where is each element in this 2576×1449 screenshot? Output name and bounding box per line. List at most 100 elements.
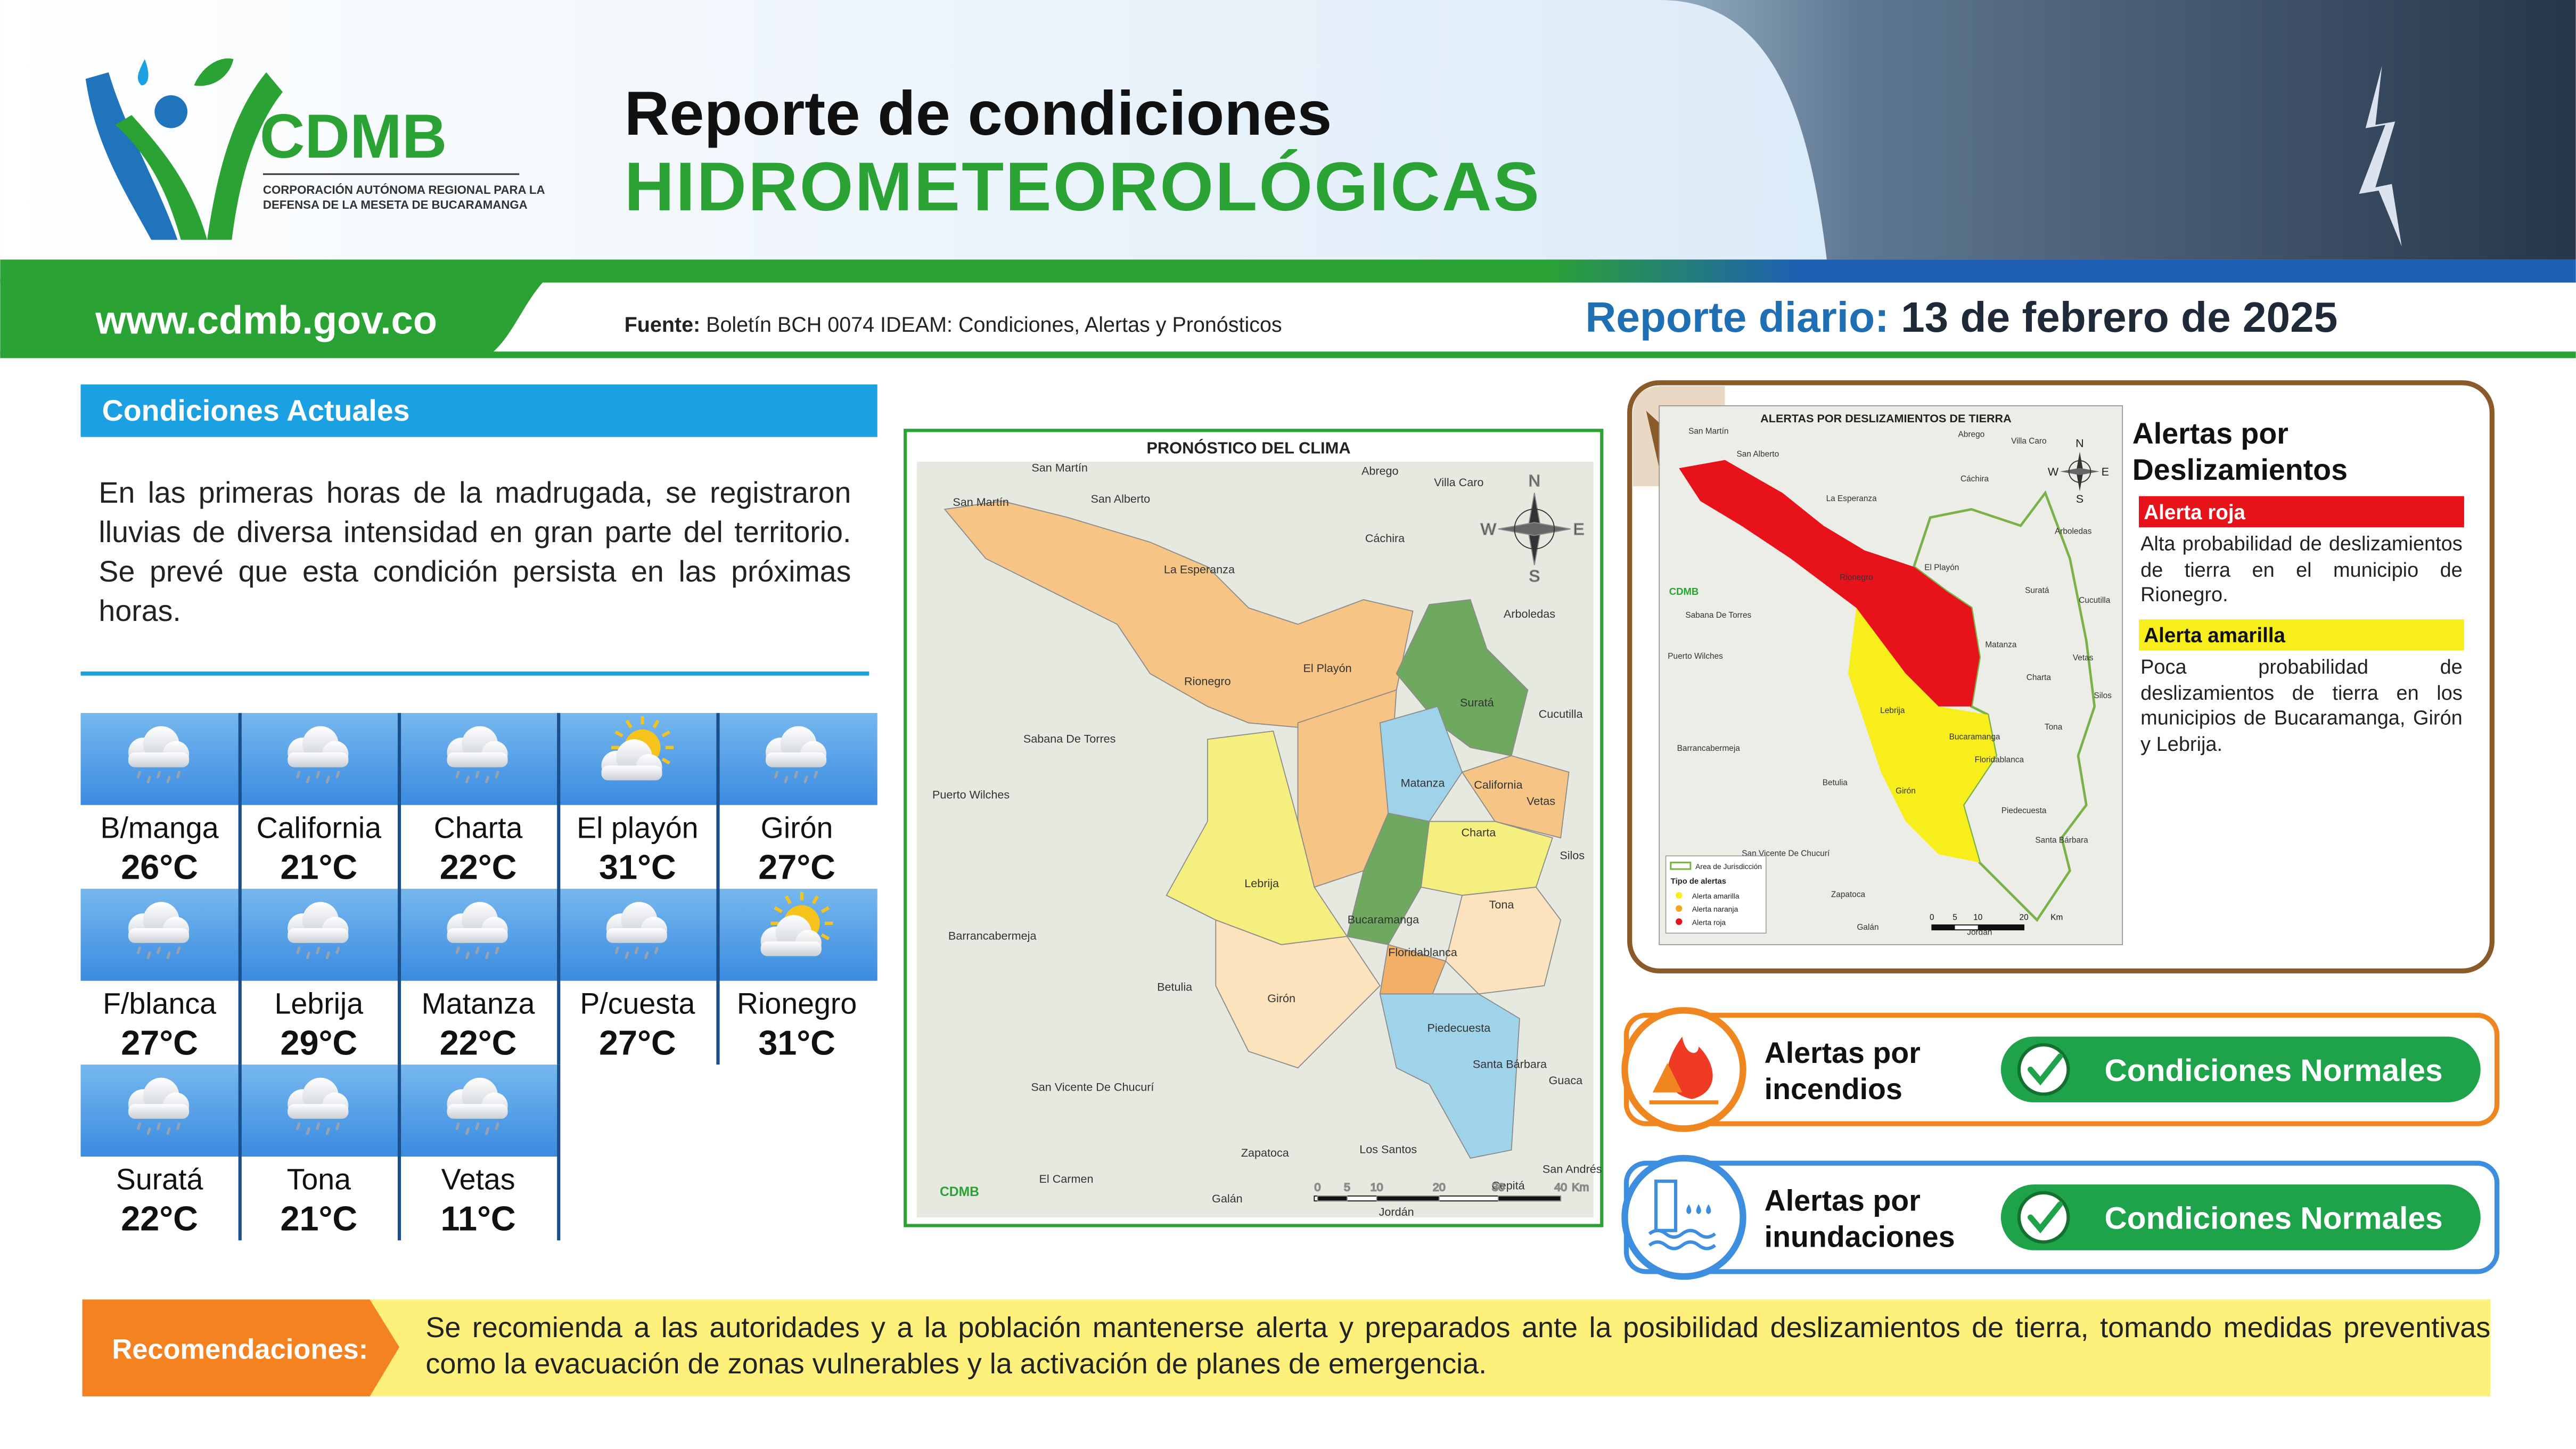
- place-label: Bucaramanga: [1348, 913, 1419, 926]
- place-label: Betulia: [1157, 980, 1192, 993]
- region: [1379, 993, 1520, 1159]
- scale-segment: [1497, 1195, 1562, 1202]
- alert-text-box: Alta probabilidad de deslizamientos de t…: [2140, 533, 2463, 607]
- place-label: Charta: [2027, 673, 2052, 682]
- rain-drop: [137, 1122, 142, 1130]
- compass-letter: E: [2102, 465, 2109, 478]
- check-circle: [2017, 1043, 2070, 1096]
- logo-head: [154, 95, 188, 128]
- place-label: San Martín: [1031, 461, 1088, 474]
- forecast-cell: Lebrija 29°C: [238, 889, 399, 1065]
- rain-drop: [475, 771, 480, 779]
- rain-drop: [335, 1122, 340, 1130]
- city-name: Matanza: [422, 987, 535, 1020]
- scale-label: 10: [1371, 1181, 1383, 1194]
- place-label: La Esperanza: [1826, 494, 1877, 503]
- rain-drop: [485, 775, 490, 783]
- conditions-title: Condiciones Actuales: [102, 394, 410, 427]
- place-label: San Martín: [953, 495, 1009, 509]
- website: www.cdmb.gov.co: [95, 298, 437, 342]
- place-label: California: [1474, 778, 1522, 791]
- subtitle: HIDROMETEOROLÓGICAS: [625, 149, 1541, 225]
- place-label: Girón: [1267, 992, 1295, 1005]
- place-label: Barrancabermeja: [1677, 744, 1741, 753]
- alert-status: Condiciones Normales: [2104, 1053, 2442, 1088]
- recommendations-label: Recomendaciones:: [112, 1334, 368, 1365]
- status-pill: [2000, 1036, 2481, 1103]
- rain-drop: [306, 775, 310, 783]
- place-label: Betulia: [1823, 779, 1848, 788]
- rain-drop: [146, 775, 151, 783]
- legend-dot: [1676, 892, 1683, 899]
- logo-shape: [207, 72, 283, 240]
- cloud-part: [128, 1104, 190, 1119]
- building: [1654, 1180, 1678, 1232]
- place-label: Cepitá: [1491, 1179, 1524, 1192]
- logo-shape: [115, 114, 208, 240]
- compass-ring: [1514, 509, 1555, 550]
- sun-ray: [614, 730, 624, 738]
- rain-drop: [614, 946, 619, 954]
- header-line: [0, 351, 2576, 358]
- place-label: Santa Bárbara: [1473, 1057, 1547, 1070]
- rain-drop: [455, 946, 460, 954]
- city-name: P/cuesta: [580, 987, 695, 1020]
- place-label: Villa Caro: [2011, 437, 2047, 446]
- temperature: 22°C: [121, 1199, 198, 1238]
- city-name: Tona: [287, 1163, 351, 1196]
- place-label: Galán: [1212, 1192, 1243, 1205]
- scale-label: 0: [1930, 913, 1934, 922]
- wave: [1648, 1229, 1717, 1239]
- alert-level-bar: [2139, 619, 2464, 651]
- city-name: California: [257, 811, 382, 844]
- city-name: Lebrija: [275, 987, 364, 1020]
- rain-drop: [475, 1122, 480, 1130]
- city-name: Rionegro: [737, 987, 857, 1020]
- place-label: Guaca: [1549, 1074, 1583, 1087]
- logo: CDMB CORPORACIÓN AUTÓNOMA REGIONAL PARA …: [85, 58, 545, 240]
- title: Reporte de condiciones: [625, 78, 1332, 148]
- place-label: Villa Caro: [1434, 476, 1483, 489]
- map-logo: CDMB: [1669, 586, 1699, 597]
- source: Fuente: Boletín BCH 0074 IDEAM: Condicio…: [625, 313, 1282, 337]
- scale-segment: [1978, 924, 2024, 930]
- temperature: 27°C: [758, 847, 835, 886]
- legend-dot: [1676, 905, 1683, 912]
- red-zone: [1679, 460, 1980, 707]
- status-pill: [2000, 1184, 2481, 1250]
- check-circle: [2017, 1191, 2070, 1244]
- rain-drop: [465, 951, 470, 960]
- region: [1461, 755, 1570, 839]
- cloud-part: [288, 928, 349, 943]
- legend-label: Alerta amarilla: [1692, 892, 1740, 900]
- place-label: Silos: [2094, 691, 2112, 700]
- place-label: Rionegro: [1840, 573, 1873, 582]
- region: [1215, 919, 1381, 1069]
- place-label: Cucutilla: [2079, 596, 2111, 605]
- place-label: Zapatoca: [1831, 890, 1866, 899]
- rain-drop: [455, 771, 460, 779]
- logo-drop: [137, 59, 149, 86]
- place-label: Zapatoca: [1241, 1146, 1289, 1159]
- legend-label: Alerta naranja: [1692, 905, 1738, 913]
- alerts: Alertas por incendios Condiciones Normale…: [1621, 1007, 2500, 1280]
- rain-drop: [325, 1127, 330, 1135]
- flame: [1667, 1036, 1713, 1099]
- sun-ray: [784, 895, 792, 904]
- place-label: Jordán: [1379, 1205, 1414, 1218]
- source-text: Boletín BCH 0074 IDEAM: Condiciones, Ale…: [706, 313, 1282, 337]
- cloud-part: [765, 752, 827, 767]
- legend-swatch: [1670, 862, 1692, 870]
- alert-title-box: Alertas por incendios: [1765, 1037, 1921, 1106]
- scale-segment: [1932, 924, 1955, 930]
- temperature: 27°C: [121, 1024, 198, 1062]
- temperature: 29°C: [280, 1024, 357, 1062]
- rain-drop: [316, 771, 321, 779]
- rain-drop: [306, 1127, 310, 1135]
- city-name: Girón: [761, 811, 833, 844]
